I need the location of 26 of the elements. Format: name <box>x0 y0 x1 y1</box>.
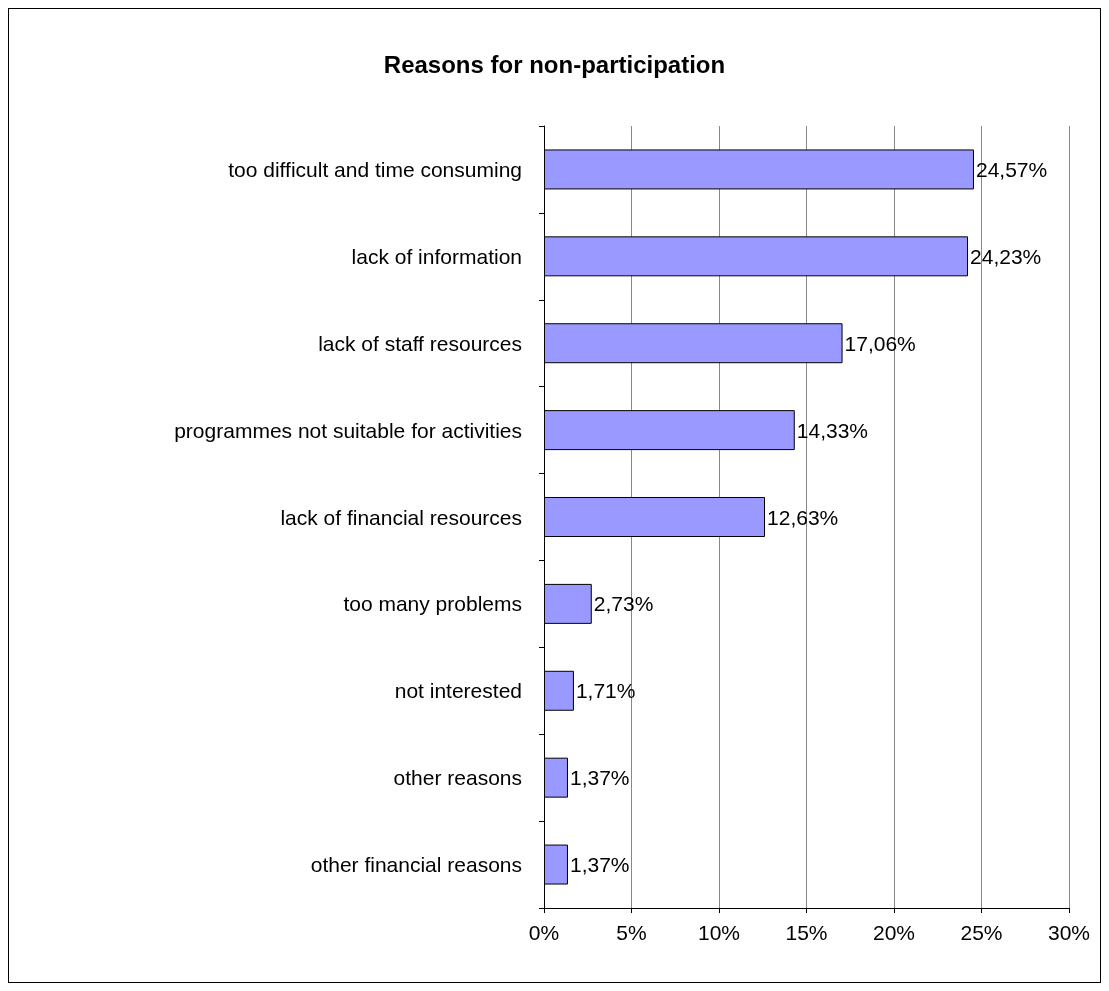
x-tick-label: 0% <box>528 921 560 944</box>
data-label: 12,63% <box>767 505 839 529</box>
data-label: 1,37% <box>569 853 630 877</box>
data-label: 1,37% <box>569 766 630 790</box>
data-label: 2,73% <box>593 592 654 616</box>
data-label: 17,06% <box>844 331 916 355</box>
chart-title: Reasons for non-participation <box>383 50 726 78</box>
y-tick-label: lack of information <box>351 244 522 268</box>
x-tick-label: 5% <box>616 921 647 944</box>
data-label: 24,57% <box>975 157 1048 181</box>
data-label: 24,23% <box>970 244 1042 268</box>
y-tick-label: not interested <box>394 679 522 703</box>
x-tick-label: 25% <box>960 921 1003 944</box>
y-tick-label: other reasons <box>393 766 522 790</box>
data-label: 1,71% <box>575 679 636 703</box>
y-tick-label: lack of staff resources <box>318 331 522 355</box>
y-tick-label: other financial reasons <box>310 853 522 877</box>
x-tick-label: 30% <box>1047 921 1091 944</box>
y-tick-label: too difficult and time consuming <box>228 157 522 181</box>
x-tick-label: 20% <box>872 921 916 944</box>
x-tick-label: 10% <box>697 921 741 944</box>
y-tick-label: lack of financial resources <box>280 505 522 529</box>
y-tick-label: too many problems <box>343 592 522 616</box>
x-tick-label: 15% <box>785 921 828 944</box>
y-tick-label: programmes not suitable for activities <box>174 418 522 442</box>
data-label: 14,33% <box>796 418 869 442</box>
